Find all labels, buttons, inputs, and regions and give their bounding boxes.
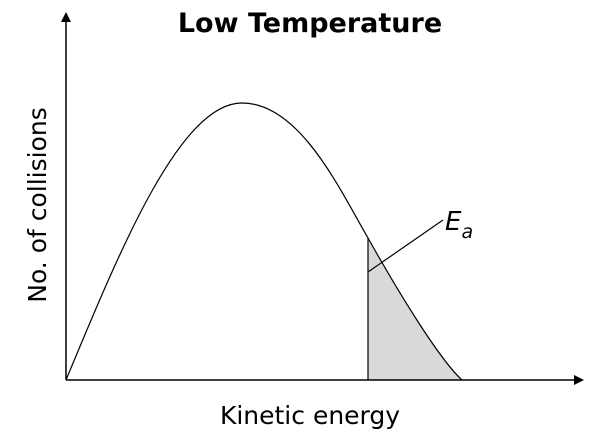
distribution-curve: [65, 102, 463, 381]
title: Low Temperature: [178, 8, 442, 39]
x-axis-label: Kinetic energy: [220, 401, 400, 430]
annotation: Ea: [445, 207, 473, 243]
annotation-subscript: a: [461, 221, 473, 243]
shaded-area: [368, 238, 462, 380]
annotation-symbol: E: [445, 207, 462, 237]
y-axis-label: No. of collisions: [23, 107, 52, 303]
pointer-line: [367, 219, 444, 273]
